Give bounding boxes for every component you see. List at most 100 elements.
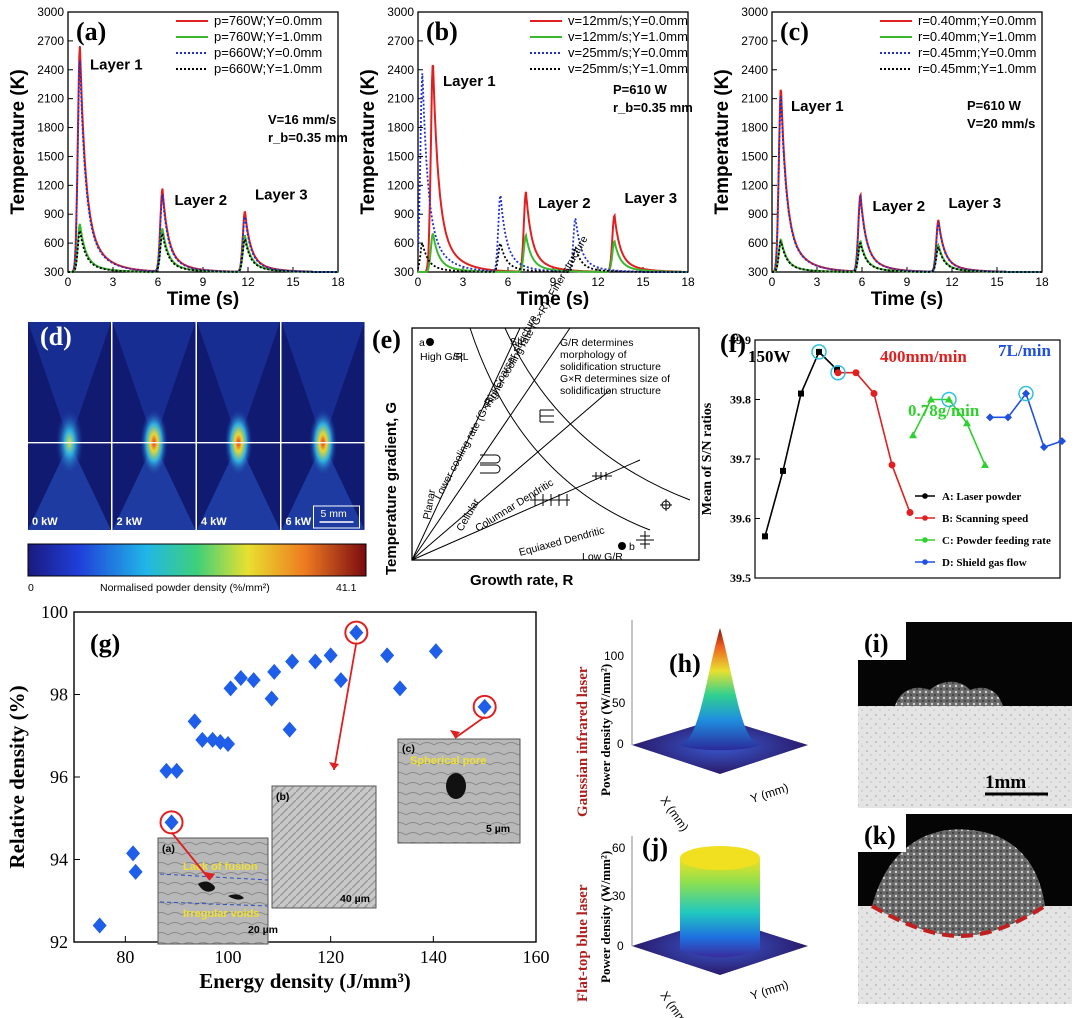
series-line-4	[417, 240, 688, 273]
panel-label-k: (k)	[864, 821, 896, 850]
panel-label-f: (f)	[720, 329, 746, 358]
y-tick-label: 600	[748, 236, 768, 250]
temperature-chart-c: 300 600 900 1200 1500 1800 2100 2400 2700 3000 0 3 6…	[712, 5, 1049, 310]
spherical-pore-label: Spherical pore	[410, 755, 486, 767]
layer-1-label: Layer 1	[90, 57, 143, 74]
beam-cone-bottom	[281, 442, 365, 530]
h-ztick-2: 100	[604, 649, 624, 663]
layer-3-label: Layer 3	[625, 190, 678, 207]
y-tick-label: 3000	[37, 5, 64, 19]
f-point	[888, 461, 896, 469]
e-sl-1: S|L	[453, 351, 469, 363]
x-tick-label: 12	[591, 275, 605, 289]
panel-label-c: (c)	[780, 17, 809, 46]
param-2: r_b=0.35 mm	[268, 130, 348, 145]
x-tick-label: 3	[814, 275, 821, 289]
f-legend-label-4: D: Shield gas flow	[942, 557, 1027, 569]
f-series-line-4	[990, 391, 1063, 449]
y-tick-label: 1500	[741, 149, 768, 163]
f-annotation-2: 400mm/min	[880, 347, 967, 366]
legend-label-2: p=760W;Y=1.0mm	[214, 29, 322, 44]
x-tick-label: 12	[945, 275, 959, 289]
y-tick-label: 1800	[741, 121, 768, 135]
e-description-line-2: morphology of	[560, 349, 627, 361]
panel-label-b: (b)	[426, 17, 458, 46]
j-title: Flat-top blue laser	[575, 884, 591, 1002]
series-line-3	[771, 96, 1042, 273]
g-y-tick-label: 98	[50, 685, 68, 705]
g-x-tick-label: 80	[116, 947, 134, 967]
f-legend-marker	[922, 537, 928, 543]
flattop-beam-panel-j: Flat-top blue laser Power density (W/mm²…	[575, 833, 808, 1018]
legend-label-1: p=760W;Y=0.0mm	[214, 13, 322, 28]
f-point	[816, 348, 822, 355]
inset-c-scale: 5 µm	[486, 823, 510, 835]
callout-arrow-3	[454, 716, 486, 739]
legend-label-4: r=0.45mm;Y=1.0mm	[918, 61, 1037, 76]
x-axis-title: Time (s)	[517, 289, 590, 310]
data-point-25	[428, 643, 443, 660]
y-tick-label: 1500	[387, 149, 414, 163]
data-point-18	[285, 653, 300, 670]
beam-cone-top	[197, 322, 280, 443]
param-2: V=20 mm/s	[967, 116, 1035, 131]
f-point	[1022, 389, 1030, 398]
f-legend-label-2: B: Scanning speed	[942, 513, 1028, 525]
data-point-15	[264, 690, 279, 707]
data-point-12	[223, 680, 238, 697]
arrow-head-3	[450, 730, 460, 738]
x-tick-label: 9	[200, 275, 207, 289]
h-zlabel: Power density (W/mm²)	[598, 664, 613, 796]
y-tick-label: 2400	[387, 63, 414, 77]
f-annotation-1: 150W	[748, 347, 791, 366]
temperature-chart-a: 300 600 900 1200 1500 1800 2100 2400 2700 3000 0 3 6…	[8, 5, 348, 310]
f-optimum-ring	[941, 391, 957, 408]
y-tick-label: 3000	[387, 5, 414, 19]
callout-arrow-2	[333, 642, 358, 771]
layer-2-label: Layer 2	[538, 195, 591, 212]
data-point-19	[308, 653, 323, 670]
x-tick-label: 18	[331, 275, 345, 289]
irregular-voids-label: Irregular voids	[183, 908, 259, 920]
e-sl-2: S|L	[510, 336, 526, 348]
f-point	[909, 431, 917, 439]
g-y-tick-label: 94	[50, 850, 68, 870]
inset-a-label: (a)	[162, 843, 175, 855]
x-tick-label: 3	[110, 275, 117, 289]
colorbar-max: 41.1	[336, 582, 357, 594]
f-legend-marker	[922, 559, 928, 565]
f-point	[981, 460, 989, 468]
y-axis-title: Temperature (K)	[358, 69, 379, 214]
g-x-tick-label: 120	[317, 947, 344, 967]
data-point-5	[164, 814, 179, 831]
y-axis-title: Temperature (K)	[8, 69, 29, 214]
f-point	[986, 413, 994, 422]
param-1: P=610 W	[613, 82, 668, 97]
legend-label-2: v=12mm/s;Y=1.0mm	[568, 29, 688, 44]
f-y-axis-title: Mean of S/N ratios	[700, 402, 715, 515]
beam-cone-top	[112, 322, 196, 443]
x-tick-label: 0	[65, 275, 72, 289]
e-description-line-3: solidification structure	[560, 361, 661, 373]
y-tick-label: 600	[394, 236, 414, 250]
temperature-chart-b: 300 600 900 1200 1500 1800 2100 2400 2700 3000 0 3 6…	[358, 5, 695, 310]
y-tick-label: 300	[44, 265, 64, 279]
param-1: V=16 mm/s	[268, 112, 336, 127]
layer-3-label: Layer 3	[949, 195, 1002, 212]
f-point	[963, 419, 971, 427]
y-tick-label: 1200	[387, 178, 414, 192]
h-ztick-0: 0	[617, 737, 624, 751]
f-legend-marker	[922, 493, 928, 499]
series-line-1	[68, 46, 338, 273]
f-point	[927, 395, 935, 403]
x-tick-label: 15	[990, 275, 1004, 289]
f-point	[834, 369, 842, 377]
y-tick-label: 1800	[387, 121, 414, 135]
x-tick-label: 6	[859, 275, 866, 289]
inset-b-label: (b)	[276, 791, 289, 803]
layer-3-label: Layer 3	[255, 186, 308, 203]
y-tick-label: 1500	[37, 149, 64, 163]
data-point-14	[246, 672, 261, 689]
y-tick-label: 900	[748, 207, 768, 221]
panel-label-a: (a)	[76, 17, 106, 46]
